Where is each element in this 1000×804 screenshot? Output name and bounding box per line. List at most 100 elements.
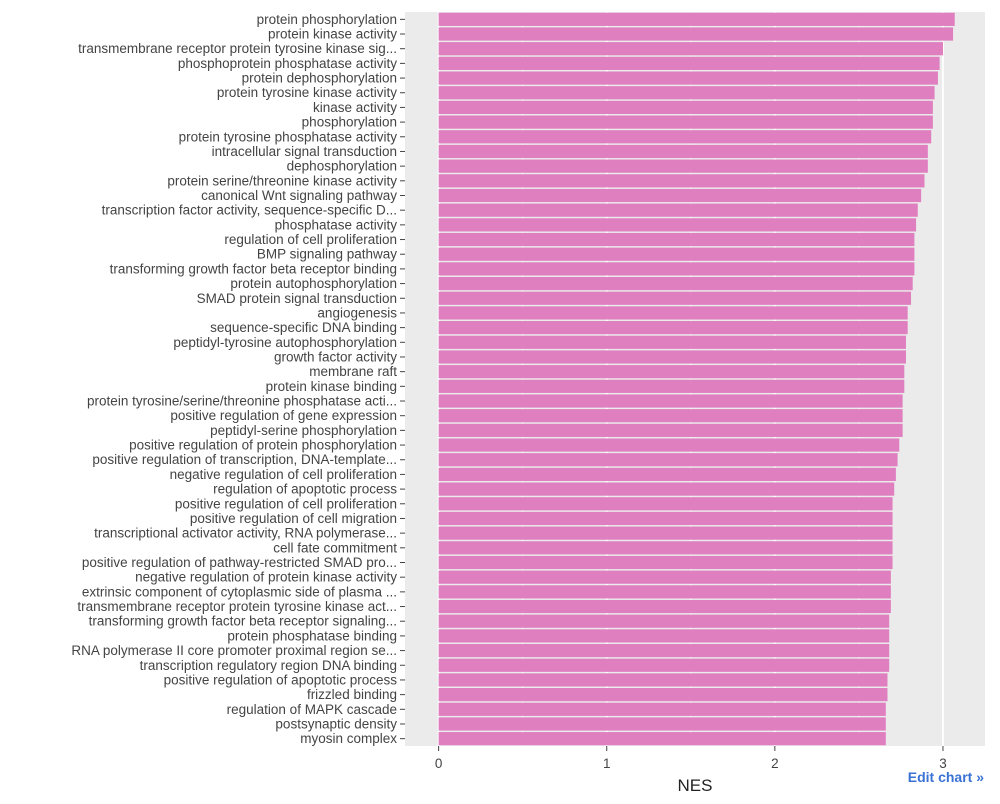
bar[interactable] — [438, 526, 893, 540]
bar[interactable] — [438, 306, 908, 320]
category-label: regulation of cell proliferation — [224, 232, 397, 247]
bar[interactable] — [438, 409, 903, 423]
bar[interactable] — [438, 614, 890, 628]
bar[interactable] — [438, 321, 908, 335]
category-label: transmembrane receptor protein tyrosine … — [77, 599, 397, 614]
bar[interactable] — [438, 599, 891, 614]
bar[interactable] — [438, 350, 906, 364]
bar[interactable] — [438, 71, 938, 85]
bar[interactable] — [438, 276, 913, 291]
category-label: angiogenesis — [317, 305, 397, 320]
category-label: postsynaptic density — [275, 716, 397, 731]
category-label: positive regulation of protein phosphory… — [129, 438, 397, 453]
bar[interactable] — [438, 453, 898, 467]
x-tick-label: 1 — [603, 756, 611, 771]
bar[interactable] — [438, 27, 954, 41]
category-label: transcriptional activator activity, RNA … — [94, 526, 397, 541]
category-label: transmembrane receptor protein tyrosine … — [78, 41, 397, 56]
category-label: cell fate commitment — [273, 540, 397, 555]
category-label: extrinsic component of cytoplasmic side … — [82, 584, 397, 599]
bar[interactable] — [438, 218, 917, 232]
bar[interactable] — [438, 130, 932, 144]
category-label: regulation of MAPK cascade — [227, 702, 397, 717]
bar[interactable] — [438, 482, 895, 496]
x-axis-title: NES — [678, 776, 713, 795]
bar[interactable] — [438, 555, 893, 570]
bar[interactable] — [438, 365, 905, 379]
bar[interactable] — [438, 497, 893, 511]
bar[interactable] — [438, 629, 890, 643]
category-label: protein phosphatase binding — [227, 628, 397, 643]
category-label: kinase activity — [313, 100, 397, 115]
category-label: frizzled binding — [307, 687, 397, 702]
bar[interactable] — [438, 585, 891, 599]
bar[interactable] — [438, 570, 891, 584]
category-label: growth factor activity — [274, 349, 397, 364]
bar[interactable] — [438, 379, 905, 393]
category-label: peptidyl-serine phosphorylation — [210, 423, 397, 438]
category-label: transcription factor activity, sequence-… — [102, 203, 397, 218]
bar[interactable] — [438, 159, 928, 173]
category-label: RNA polymerase II core promoter proximal… — [71, 643, 397, 658]
bar[interactable] — [438, 86, 935, 100]
bar[interactable] — [438, 658, 890, 672]
bar[interactable] — [438, 188, 922, 203]
bar[interactable] — [438, 291, 912, 305]
x-tick-label: 0 — [435, 756, 443, 771]
bar[interactable] — [438, 541, 893, 555]
category-label: phosphorylation — [302, 115, 397, 130]
category-label: protein tyrosine kinase activity — [217, 85, 397, 100]
category-label: membrane raft — [309, 364, 397, 379]
category-label: phosphoprotein phosphatase activity — [178, 56, 397, 71]
category-label: transforming growth factor beta receptor… — [110, 261, 397, 276]
bars — [438, 12, 955, 746]
bar[interactable] — [438, 203, 918, 217]
bar[interactable] — [438, 467, 896, 482]
category-label: protein tyrosine phosphatase activity — [179, 129, 398, 144]
bar[interactable] — [438, 335, 906, 349]
bar[interactable] — [438, 174, 925, 188]
category-label: positive regulation of pathway-restricte… — [82, 555, 397, 570]
category-label: negative regulation of protein kinase ac… — [135, 570, 397, 585]
edit-chart-link[interactable]: Edit chart » — [907, 769, 984, 785]
category-label: regulation of apoptotic process — [213, 482, 397, 497]
x-axis-ticks: 0 1 2 3 — [435, 746, 947, 771]
bar[interactable] — [438, 232, 915, 247]
bar[interactable] — [438, 56, 940, 70]
category-label: dephosphorylation — [287, 159, 397, 174]
bar[interactable] — [438, 438, 900, 452]
bar[interactable] — [438, 115, 933, 129]
bar[interactable] — [438, 688, 888, 702]
x-tick-label: 3 — [939, 756, 947, 771]
category-label: BMP signaling pathway — [257, 247, 397, 262]
category-label: protein kinase binding — [266, 379, 397, 394]
bar[interactable] — [438, 247, 915, 261]
category-label: protein tyrosine/serine/threonine phosph… — [87, 394, 397, 409]
category-label: positive regulation of gene expression — [170, 408, 397, 423]
bar[interactable] — [438, 423, 903, 437]
category-label: positive regulation of cell proliferatio… — [175, 496, 397, 511]
bar[interactable] — [438, 732, 886, 746]
bar[interactable] — [438, 673, 888, 687]
category-label: protein kinase activity — [268, 27, 397, 42]
bar[interactable] — [438, 643, 890, 658]
x-tick-label: 2 — [771, 756, 779, 771]
bar[interactable] — [438, 144, 928, 159]
bar[interactable] — [438, 12, 955, 26]
category-label: myosin complex — [300, 731, 397, 746]
category-label: protein phosphorylation — [257, 12, 397, 27]
category-label: protein dephosphorylation — [242, 71, 397, 86]
bar[interactable] — [438, 262, 915, 276]
category-label: intracellular signal transduction — [212, 144, 397, 159]
bar[interactable] — [438, 100, 933, 115]
bar[interactable] — [438, 394, 903, 408]
category-label: positive regulation of transcription, DN… — [92, 452, 397, 467]
bar[interactable] — [438, 702, 886, 716]
category-label: positive regulation of apoptotic process — [164, 672, 398, 687]
category-label: SMAD protein signal transduction — [197, 291, 397, 306]
bar[interactable] — [438, 511, 893, 526]
bar[interactable] — [438, 717, 886, 731]
bar[interactable] — [438, 42, 943, 56]
category-label: phosphatase activity — [275, 217, 398, 232]
